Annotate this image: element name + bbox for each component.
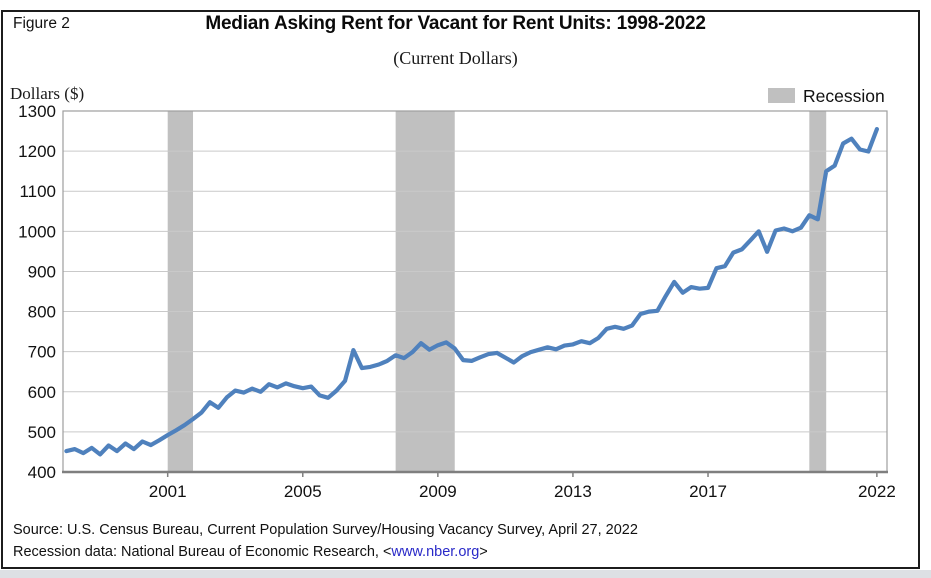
- legend-label: Recession: [803, 86, 885, 106]
- x-tick-label: 2001: [149, 482, 187, 501]
- x-tick-label: 2017: [689, 482, 727, 501]
- nber-link[interactable]: www.nber.org: [391, 544, 480, 560]
- recession-band: [809, 111, 827, 472]
- x-tick-label: 2005: [284, 482, 322, 501]
- source-line-2-text: Recession data: National Bureau of Econo…: [13, 544, 392, 560]
- y-tick-label: 700: [28, 343, 56, 362]
- y-axis-title: Dollars ($): [10, 84, 85, 103]
- chart-title: Median Asking Rent for Vacant for Rent U…: [205, 13, 706, 34]
- x-tick-label: 2013: [554, 482, 592, 501]
- figure-number-label: Figure 2: [13, 15, 70, 32]
- recession-band: [395, 111, 455, 472]
- rent-series-line: [64, 127, 880, 457]
- recession-swatch-icon: [768, 88, 795, 103]
- y-tick-label: 500: [28, 423, 56, 442]
- recession-band: [167, 111, 194, 472]
- chart-subtitle: (Current Dollars): [393, 48, 518, 68]
- source-line-2: Recession data: National Bureau of Econo…: [13, 541, 638, 563]
- y-tick-label: 1000: [18, 222, 56, 241]
- source-note: Source: U.S. Census Bureau, Current Popu…: [13, 519, 638, 563]
- source-line-2-suffix: >: [479, 544, 488, 560]
- y-tick-label: 400: [28, 463, 56, 482]
- source-line-1: Source: U.S. Census Bureau, Current Popu…: [13, 522, 638, 538]
- page-bottom-strip: [0, 570, 931, 578]
- x-tick-label: 2022: [858, 482, 896, 501]
- y-tick-label: 1100: [19, 182, 56, 201]
- y-tick-label: 900: [28, 262, 56, 281]
- x-tick-label: 2009: [419, 482, 457, 501]
- y-tick-label: 1300: [18, 102, 56, 121]
- y-tick-label: 1200: [18, 142, 56, 161]
- y-tick-label: 600: [28, 383, 56, 402]
- y-tick-label: 800: [28, 303, 56, 322]
